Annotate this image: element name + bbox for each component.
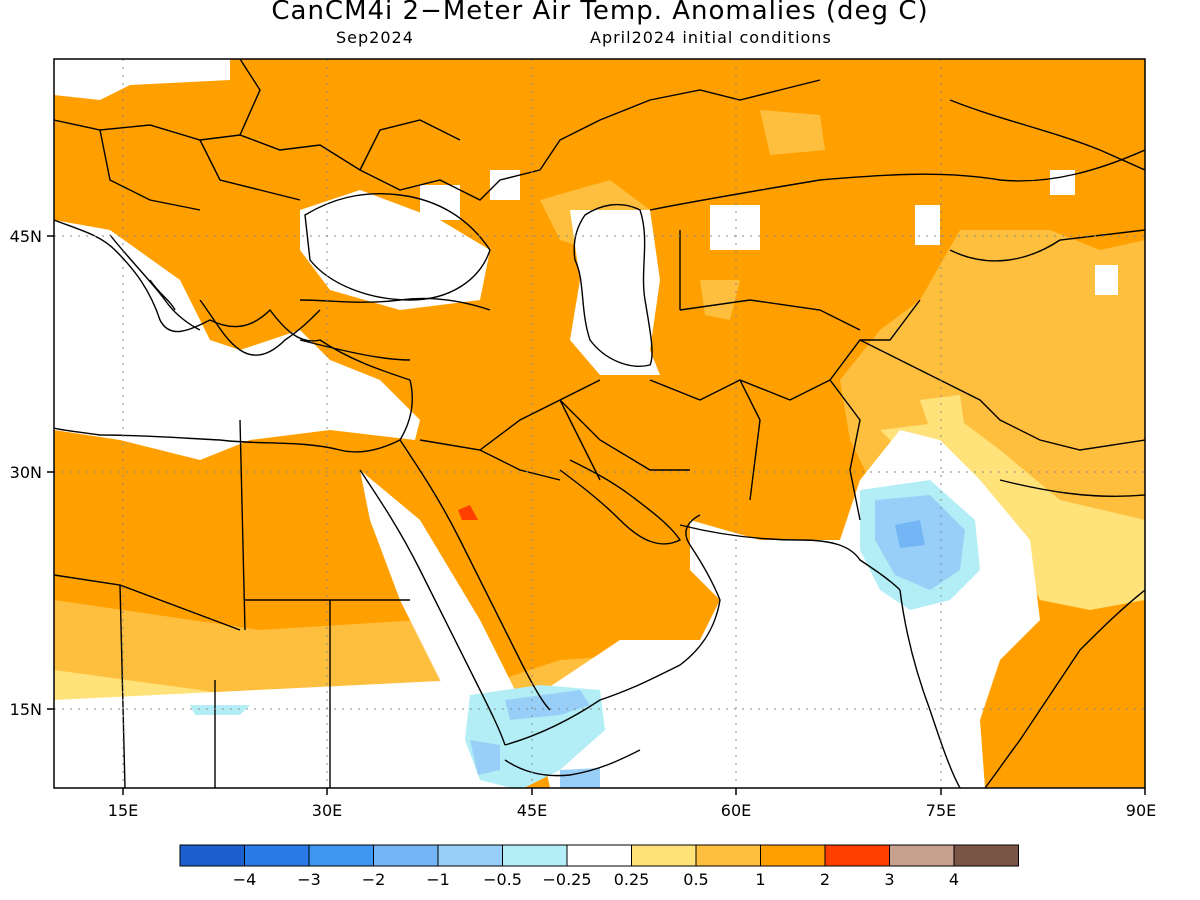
legend-label: −4 [233,870,257,889]
legend-swatch [502,844,568,867]
lon-label-15e: 15E [108,801,138,820]
map-title: CanCM4i 2−Meter Air Temp. Anomalies (deg… [271,0,929,26]
axis-ticks [47,235,1146,795]
lon-label-75e: 75E [926,801,956,820]
anomaly-hotspot [458,505,478,520]
anomaly-field-cool [190,480,980,788]
legend-label: 3 [884,870,894,889]
color-legend: −4 −3 −2 −1 −0.5 −0.25 0.25 0.5 1 2 3 4 [179,844,1019,889]
longitude-labels: 15E 30E 45E 60E 75E 90E [108,801,1156,820]
legend-label: −3 [297,870,321,889]
legend-swatch [373,844,439,867]
legend-swatch [824,844,890,867]
graticule [54,59,1145,788]
legend-swatch [889,844,955,867]
legend-swatch [308,844,374,867]
legend-swatch [760,844,826,867]
lon-label-60e: 60E [721,801,751,820]
legend-label: −0.5 [483,870,522,889]
latitude-labels: 15N 30N 45N [10,227,42,719]
initial-conditions: April2024 initial conditions [590,28,832,47]
lon-label-90e: 90E [1126,801,1156,820]
coastlines-and-borders [54,59,1145,788]
legend-label: 0.5 [683,870,708,889]
legend-swatch [695,844,761,867]
map-frame [53,58,1146,789]
lat-label-45n: 45N [10,227,42,246]
lon-label-45e: 45E [517,801,547,820]
legend-swatch [179,844,245,867]
legend-swatch [953,844,1019,867]
lon-label-30e: 30E [312,801,342,820]
lat-label-15n: 15N [10,700,42,719]
legend-swatch [631,844,697,867]
legend-label: 1 [755,870,765,889]
legend-swatch [437,844,503,867]
legend-swatch [566,844,632,867]
legend-label: −1 [426,870,450,889]
legend-label: −0.25 [542,870,591,889]
forecast-month: Sep2024 [336,28,414,47]
lat-label-30n: 30N [10,463,42,482]
legend-label: 4 [949,870,959,889]
legend-swatch [244,844,310,867]
legend-label: −2 [362,870,386,889]
legend-label: 2 [820,870,830,889]
legend-label: 0.25 [614,870,650,889]
map-plot-area [54,59,1145,788]
